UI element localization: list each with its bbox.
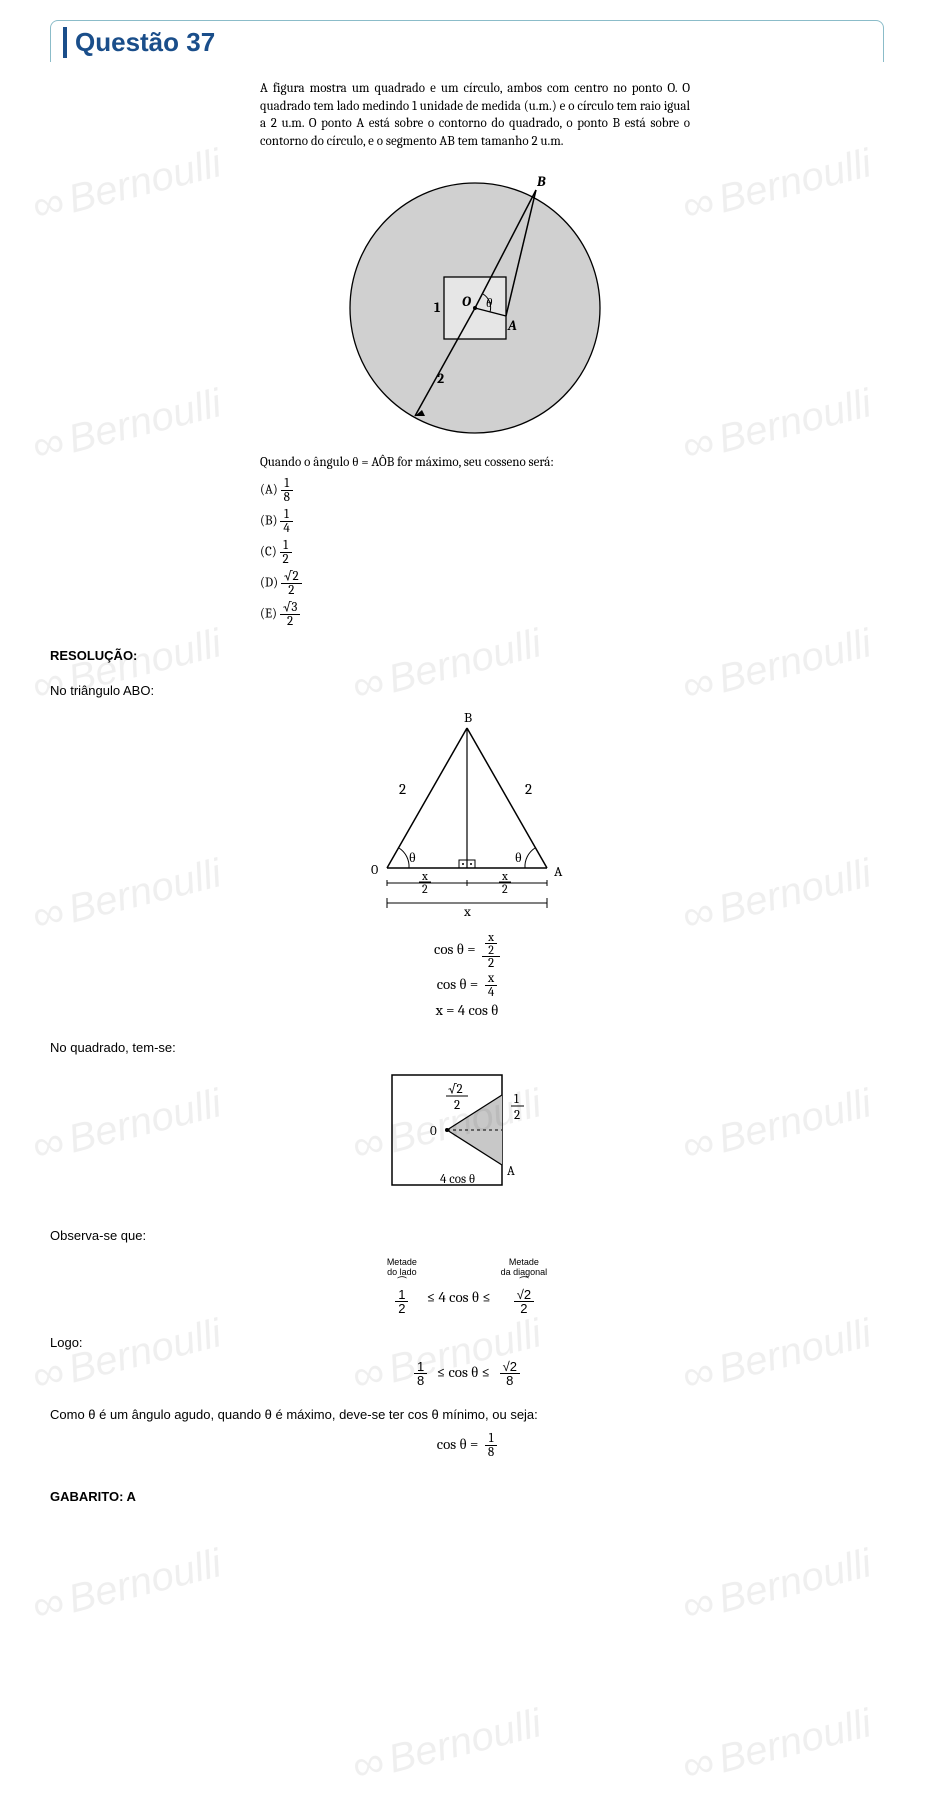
- solution-line5: Como θ é um ângulo agudo, quando θ é máx…: [50, 1407, 884, 1422]
- triangle-figure: B 0 A 2 2 θ θ x x 2 x 2: [50, 708, 884, 921]
- inequality-1: Metade do lado ⏜ 12 ≤ 4 cos θ ≤ Metade d…: [50, 1253, 884, 1315]
- svg-text:A: A: [507, 1164, 515, 1179]
- svg-text:2: 2: [437, 370, 444, 387]
- svg-text:2: 2: [525, 780, 532, 798]
- solution-heading: RESOLUÇÃO:: [50, 648, 884, 663]
- eq3: x = 4 cos θ: [50, 1001, 884, 1020]
- svg-text:√2: √2: [448, 1082, 463, 1097]
- question-header: Questão 37: [50, 20, 884, 62]
- svg-text:O: O: [462, 293, 471, 310]
- page: ∞Bernoulli ∞Bernoulli ∞Bernoulli ∞Bernou…: [0, 0, 934, 1793]
- solution-line2: No quadrado, tem-se:: [50, 1040, 884, 1055]
- final-eq: cos θ = 18: [50, 1432, 884, 1459]
- option-B: (B) 14: [260, 508, 690, 535]
- watermark: ∞Bernoulli: [677, 1537, 876, 1632]
- svg-text:θ: θ: [409, 849, 416, 866]
- option-E: (E) √32: [260, 601, 690, 628]
- svg-text:1: 1: [434, 299, 441, 316]
- svg-text:A: A: [507, 317, 517, 334]
- svg-text:0: 0: [371, 861, 378, 878]
- content: A figura mostra um quadrado e um círculo…: [50, 62, 884, 1504]
- watermark: ∞Bernoulli: [347, 1697, 546, 1792]
- svg-text:2: 2: [514, 1108, 520, 1123]
- figure-circle-square: B O A 1 2 θ: [340, 158, 610, 444]
- problem-block: A figura mostra um quadrado e um círculo…: [260, 80, 690, 628]
- solution-line4: Logo:: [50, 1335, 884, 1350]
- svg-text:x: x: [501, 869, 508, 883]
- svg-text:2: 2: [502, 882, 508, 896]
- option-A: (A) 18: [260, 477, 690, 504]
- watermark: ∞Bernoulli: [27, 1537, 226, 1632]
- problem-text: A figura mostra um quadrado e um círculo…: [260, 80, 690, 150]
- svg-text:B: B: [536, 173, 546, 190]
- svg-text:A: A: [554, 863, 563, 880]
- svg-text:0: 0: [430, 1124, 437, 1139]
- svg-text:θ: θ: [515, 849, 522, 866]
- options: (A) 18 (B) 14 (C) 12 (D) √22 (E) √32: [260, 477, 690, 628]
- equations-1: cos θ = x2 2 cos θ = x4 x = 4 cos θ: [50, 931, 884, 1020]
- square-figure: 0 A √2 2 1 2 4 cos θ: [50, 1065, 884, 1208]
- svg-text:θ: θ: [486, 296, 493, 311]
- svg-text:B: B: [464, 709, 472, 726]
- svg-text:x: x: [421, 869, 428, 883]
- solution-line1: No triângulo ABO:: [50, 683, 884, 698]
- option-C: (C) 12: [260, 539, 690, 566]
- eq-label: cos θ =: [434, 940, 476, 958]
- inequality-2: 18 ≤ cos θ ≤ √28: [50, 1360, 884, 1387]
- svg-text:2: 2: [454, 1098, 460, 1113]
- question-number: Questão 37: [63, 27, 871, 58]
- watermark: ∞Bernoulli: [677, 1697, 876, 1792]
- solution-line3: Observa-se que:: [50, 1228, 884, 1243]
- svg-text:2: 2: [399, 780, 406, 798]
- answer-key: GABARITO: A: [50, 1489, 884, 1504]
- option-D: (D) √22: [260, 570, 690, 597]
- svg-text:x: x: [463, 903, 471, 918]
- svg-text:1: 1: [514, 1092, 519, 1107]
- problem-prompt: Quando o ângulo θ = AÔB for máximo, seu …: [260, 454, 690, 472]
- svg-text:4 cos θ: 4 cos θ: [440, 1172, 475, 1187]
- svg-text:2: 2: [422, 882, 428, 896]
